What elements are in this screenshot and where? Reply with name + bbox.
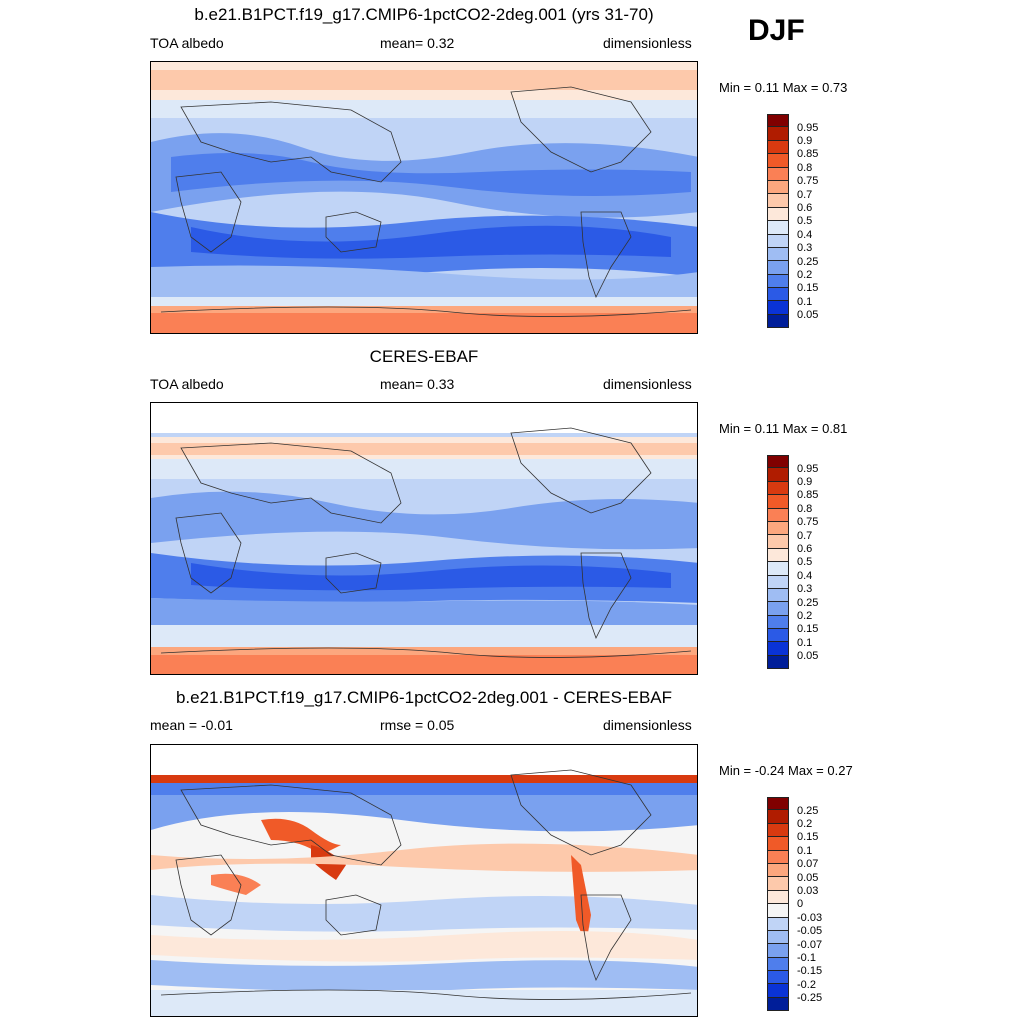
cb3-label: -0.25 <box>797 992 823 1004</box>
cb3-label: 0.05 <box>797 872 819 884</box>
panel-2-mean-label: mean= 0.33 <box>380 376 455 392</box>
cb1-label: 0.25 <box>797 256 819 268</box>
panel-1-variable-label: TOA albedo <box>150 35 224 51</box>
cb2-label: 0.95 <box>797 463 819 475</box>
cb3-label: 0.03 <box>797 885 819 897</box>
panel-1-map <box>150 61 698 334</box>
panel-3-rmse-label: rmse = 0.05 <box>380 717 455 733</box>
panel-3-colorbar <box>767 797 789 1012</box>
cb3-label: 0.25 <box>797 805 819 817</box>
cb1-label: 0.7 <box>797 189 813 201</box>
cb3-label: 0.2 <box>797 818 813 830</box>
cb3-label: 0.15 <box>797 831 819 843</box>
cb1-label: 0.4 <box>797 229 813 241</box>
cb1-label: 0.9 <box>797 135 813 147</box>
panel-1-title: b.e21.B1PCT.f19_g17.CMIP6-1pctCO2-2deg.0… <box>194 5 654 24</box>
cb1-label: 0.5 <box>797 215 813 227</box>
cb2-label: 0.25 <box>797 597 819 609</box>
panel-2-variable-label: TOA albedo <box>150 376 224 392</box>
panel-3-minmax: Min = -0.24 Max = 0.27 <box>719 763 853 778</box>
panel-2-units-label: dimensionless <box>603 376 692 392</box>
cb3-label: -0.1 <box>797 952 816 964</box>
cb3-label: -0.03 <box>797 912 823 924</box>
cb3-label: -0.05 <box>797 925 823 937</box>
cb1-label: 0.95 <box>797 122 819 134</box>
cb2-label: 0.75 <box>797 516 819 528</box>
panel-2-title: CERES-EBAF <box>369 347 479 366</box>
season-label: DJF <box>748 14 805 47</box>
panel-1-mean-label: mean= 0.32 <box>380 35 455 51</box>
panel-3-units-label: dimensionless <box>603 717 692 733</box>
cb2-label: 0.5 <box>797 556 813 568</box>
cb2-label: 0.9 <box>797 476 813 488</box>
cb3-label: -0.2 <box>797 979 816 991</box>
panel-3-map <box>150 744 698 1017</box>
cb2-label: 0.2 <box>797 610 813 622</box>
cb1-label: 0.2 <box>797 269 813 281</box>
cb3-label: 0.1 <box>797 845 813 857</box>
cb1-label: 0.8 <box>797 162 813 174</box>
cb1-label: 0.3 <box>797 242 813 254</box>
cb2-label: 0.85 <box>797 489 819 501</box>
panel-2-colorbar <box>767 455 789 670</box>
cb2-label: 0.05 <box>797 650 819 662</box>
cb2-label: 0.6 <box>797 543 813 555</box>
panel-1-colorbar <box>767 114 789 329</box>
cb2-label: 0.15 <box>797 623 819 635</box>
cb2-label: 0.1 <box>797 637 813 649</box>
panel-1-units-label: dimensionless <box>603 35 692 51</box>
cb2-label: 0.7 <box>797 530 813 542</box>
cb2-label: 0.4 <box>797 570 813 582</box>
cb1-label: 0.05 <box>797 309 819 321</box>
cb1-label: 0.6 <box>797 202 813 214</box>
cb2-label: 0.3 <box>797 583 813 595</box>
cb1-label: 0.85 <box>797 148 819 160</box>
panel-1-minmax: Min = 0.11 Max = 0.73 <box>719 80 848 95</box>
cb1-label: 0.75 <box>797 175 819 187</box>
cb3-label: 0.07 <box>797 858 819 870</box>
panel-3-mean-label: mean = -0.01 <box>150 717 233 733</box>
panel-3-title: b.e21.B1PCT.f19_g17.CMIP6-1pctCO2-2deg.0… <box>175 688 673 707</box>
cb1-label: 0.1 <box>797 296 813 308</box>
cb1-label: 0.15 <box>797 282 819 294</box>
cb3-label: 0 <box>797 898 804 910</box>
cb2-label: 0.8 <box>797 503 813 515</box>
panel-2-map <box>150 402 698 675</box>
panel-2-minmax: Min = 0.11 Max = 0.81 <box>719 421 848 436</box>
cb3-label: -0.15 <box>797 965 823 977</box>
cb3-label: -0.07 <box>797 939 823 951</box>
